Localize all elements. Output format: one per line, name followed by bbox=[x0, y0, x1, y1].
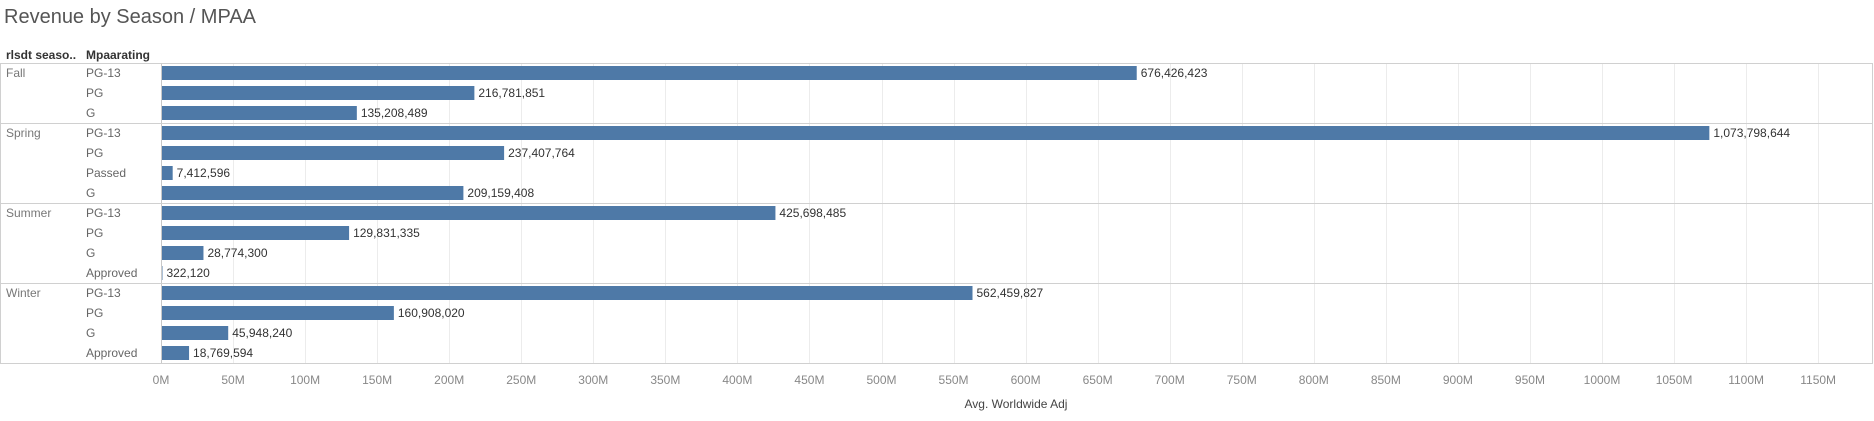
value-label: 28,774,300 bbox=[207, 246, 267, 260]
value-label: 216,781,851 bbox=[478, 86, 545, 100]
x-tick-label: 300M bbox=[578, 373, 608, 387]
rating-label: PG bbox=[86, 226, 103, 240]
x-tick-label: 100M bbox=[290, 373, 320, 387]
value-label: 209,159,408 bbox=[467, 186, 534, 200]
x-tick-label: 600M bbox=[1011, 373, 1041, 387]
rating-label: G bbox=[86, 106, 95, 120]
bar[interactable] bbox=[162, 166, 173, 180]
x-tick-label: 850M bbox=[1371, 373, 1401, 387]
value-label: 7,412,596 bbox=[177, 166, 231, 180]
x-tick-label: 1050M bbox=[1656, 373, 1693, 387]
x-axis-title: Avg. Worldwide Adj bbox=[965, 397, 1068, 411]
value-label: 562,459,827 bbox=[977, 286, 1044, 300]
x-tick-label: 800M bbox=[1299, 373, 1329, 387]
bar[interactable] bbox=[162, 126, 1710, 140]
value-label: 237,407,764 bbox=[508, 146, 575, 160]
bar[interactable] bbox=[162, 146, 505, 160]
rating-label: PG-13 bbox=[86, 206, 121, 220]
rating-label: G bbox=[86, 186, 95, 200]
bar[interactable] bbox=[162, 186, 464, 200]
value-label: 676,426,423 bbox=[1141, 66, 1208, 80]
value-label: 322,120 bbox=[166, 266, 210, 280]
bar[interactable] bbox=[162, 306, 394, 320]
value-label: 160,908,020 bbox=[398, 306, 465, 320]
x-tick-label: 450M bbox=[794, 373, 824, 387]
rating-label: PG bbox=[86, 306, 103, 320]
rating-label: PG-13 bbox=[86, 286, 121, 300]
value-label: 135,208,489 bbox=[361, 106, 428, 120]
bar[interactable] bbox=[162, 66, 1137, 80]
value-label: 1,073,798,644 bbox=[1713, 126, 1790, 140]
x-tick-label: 150M bbox=[362, 373, 392, 387]
rating-label: PG bbox=[86, 146, 103, 160]
bar[interactable] bbox=[162, 326, 229, 340]
rating-label: Passed bbox=[86, 166, 126, 180]
rating-label: PG bbox=[86, 86, 103, 100]
bar[interactable] bbox=[162, 246, 204, 260]
bar[interactable] bbox=[162, 106, 357, 120]
value-label: 45,948,240 bbox=[232, 326, 292, 340]
x-tick-label: 1100M bbox=[1728, 373, 1764, 387]
x-tick-label: 950M bbox=[1515, 373, 1545, 387]
x-tick-label: 700M bbox=[1155, 373, 1185, 387]
x-tick-label: 1000M bbox=[1584, 373, 1621, 387]
bar[interactable] bbox=[162, 206, 776, 220]
x-tick-label: 200M bbox=[434, 373, 464, 387]
rating-label: G bbox=[86, 326, 95, 340]
x-tick-label: 50M bbox=[221, 373, 244, 387]
x-tick-label: 900M bbox=[1443, 373, 1473, 387]
rating-label: PG-13 bbox=[86, 126, 121, 140]
value-label: 425,698,485 bbox=[779, 206, 846, 220]
rating-label: G bbox=[86, 246, 95, 260]
rating-label: PG-13 bbox=[86, 66, 121, 80]
x-tick-label: 650M bbox=[1083, 373, 1113, 387]
x-tick-label: 250M bbox=[506, 373, 536, 387]
chart-title: Revenue by Season / MPAA bbox=[4, 6, 256, 28]
rating-label: Approved bbox=[86, 266, 137, 280]
x-tick-label: 0M bbox=[153, 373, 170, 387]
bar[interactable] bbox=[162, 286, 973, 300]
bar[interactable] bbox=[162, 86, 475, 100]
rating-label: Approved bbox=[86, 346, 137, 360]
season-column-header[interactable]: rlsdt seaso.. bbox=[6, 48, 77, 62]
mpaa-column-header[interactable]: Mpaarating bbox=[86, 48, 151, 62]
x-tick-label: 500M bbox=[866, 373, 896, 387]
season-label: Spring bbox=[6, 126, 41, 140]
value-label: 18,769,594 bbox=[193, 346, 253, 360]
bar[interactable] bbox=[162, 346, 190, 360]
value-label: 129,831,335 bbox=[353, 226, 420, 240]
x-tick-label: 750M bbox=[1227, 373, 1257, 387]
season-label: Summer bbox=[6, 206, 51, 220]
bar[interactable] bbox=[162, 226, 350, 240]
x-tick-label: 550M bbox=[939, 373, 969, 387]
season-label: Fall bbox=[6, 66, 25, 80]
season-label: Winter bbox=[6, 286, 41, 300]
x-tick-label: 400M bbox=[722, 373, 752, 387]
x-tick-label: 350M bbox=[650, 373, 680, 387]
x-tick-label: 1150M bbox=[1800, 373, 1836, 387]
